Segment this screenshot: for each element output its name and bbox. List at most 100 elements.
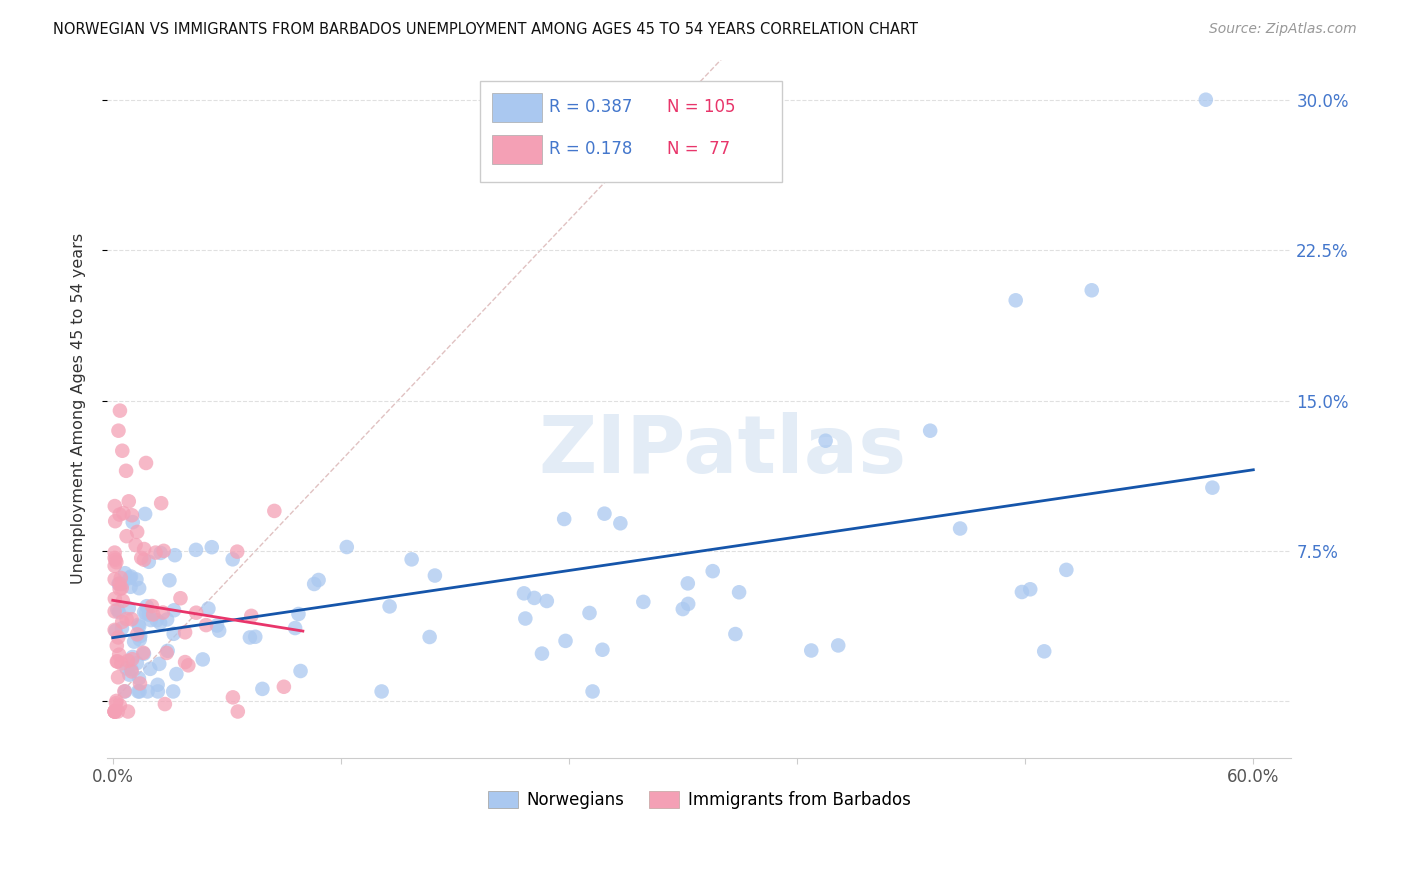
Point <box>174 655 197 669</box>
Point <box>221 552 243 566</box>
Point <box>105 603 128 617</box>
Point <box>156 644 179 658</box>
Point <box>949 522 972 536</box>
Point <box>129 629 152 643</box>
Point <box>115 612 138 626</box>
Point <box>107 576 129 591</box>
Point <box>208 624 231 638</box>
Point <box>146 678 169 692</box>
Point <box>1033 644 1056 658</box>
Point <box>108 698 131 713</box>
Point <box>135 456 157 470</box>
Point <box>530 647 553 661</box>
Point <box>115 661 138 675</box>
Point <box>156 646 179 660</box>
Point <box>284 621 307 635</box>
Point <box>146 684 169 698</box>
Point <box>104 553 127 567</box>
Point <box>134 507 156 521</box>
Point <box>104 604 127 618</box>
Text: N = 105: N = 105 <box>668 98 735 116</box>
Point <box>156 612 179 626</box>
Point <box>240 608 263 623</box>
Point <box>121 652 143 666</box>
Text: ZIPatlas: ZIPatlas <box>538 411 907 490</box>
Point <box>515 611 537 625</box>
Point <box>114 566 136 581</box>
Point <box>110 657 132 671</box>
Point <box>153 697 176 711</box>
Point <box>121 649 143 664</box>
Point <box>401 552 423 566</box>
Point <box>676 597 699 611</box>
Point <box>104 514 127 528</box>
Point <box>536 594 558 608</box>
Point <box>124 538 146 552</box>
Point <box>105 654 128 668</box>
Point <box>150 496 173 510</box>
Point <box>138 555 160 569</box>
Point <box>108 577 131 591</box>
Point <box>132 646 155 660</box>
Point <box>105 555 128 569</box>
Point <box>226 544 249 558</box>
Point <box>163 603 186 617</box>
Point <box>672 602 695 616</box>
Point <box>121 612 143 626</box>
Point <box>165 667 187 681</box>
Point <box>121 508 143 523</box>
Point <box>112 506 135 520</box>
Point <box>105 694 128 708</box>
Point <box>1004 293 1026 308</box>
Point <box>110 571 132 585</box>
Point <box>513 586 536 600</box>
Point <box>117 705 139 719</box>
Point <box>378 599 401 614</box>
Point <box>127 617 149 632</box>
Point <box>174 625 197 640</box>
Point <box>128 632 150 647</box>
Point <box>1019 582 1042 597</box>
Point <box>135 606 157 620</box>
Point <box>104 550 127 565</box>
Point <box>139 662 162 676</box>
Point <box>1080 283 1102 297</box>
Point <box>141 599 163 613</box>
Point <box>105 696 128 710</box>
Point <box>104 558 127 573</box>
Point <box>111 443 134 458</box>
Point <box>1054 563 1077 577</box>
Point <box>523 591 546 605</box>
Point <box>132 647 155 661</box>
Point <box>423 568 446 582</box>
Point <box>197 601 219 615</box>
Text: Source: ZipAtlas.com: Source: ZipAtlas.com <box>1209 22 1357 37</box>
Point <box>107 655 129 669</box>
Point <box>135 599 157 614</box>
Legend: Norwegians, Immigrants from Barbados: Norwegians, Immigrants from Barbados <box>481 784 917 815</box>
Point <box>163 548 186 562</box>
Point <box>128 671 150 685</box>
Point <box>118 601 141 615</box>
Point <box>252 681 274 696</box>
Point <box>728 585 751 599</box>
Point <box>148 657 170 671</box>
Point <box>169 591 191 606</box>
Point <box>121 665 143 679</box>
Point <box>104 705 127 719</box>
Point <box>186 606 208 620</box>
Point <box>370 684 392 698</box>
Point <box>149 615 172 630</box>
Point <box>128 684 150 698</box>
Point <box>120 662 142 676</box>
Point <box>115 529 138 543</box>
Point <box>129 676 152 690</box>
Point <box>127 524 149 539</box>
Point <box>201 540 224 554</box>
Point <box>134 605 156 619</box>
Point <box>136 684 159 698</box>
Point <box>152 544 174 558</box>
Point <box>104 591 127 606</box>
Point <box>125 573 148 587</box>
Point <box>290 664 312 678</box>
